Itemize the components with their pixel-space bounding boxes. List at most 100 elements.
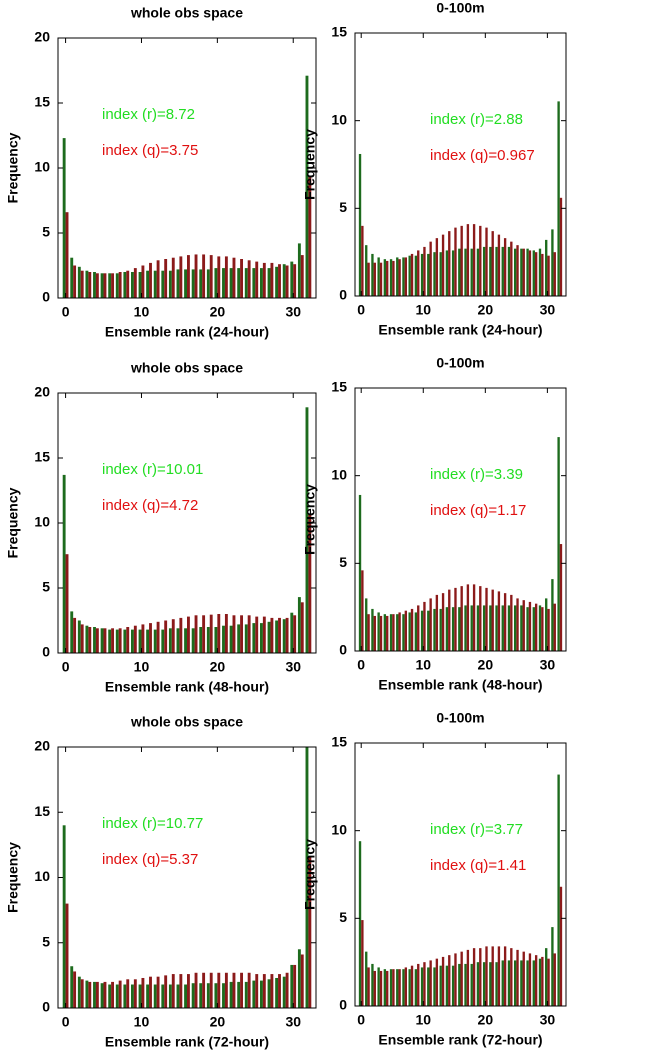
bar (379, 262, 383, 296)
annotation: index (r)=3.77 (430, 821, 523, 838)
bar (398, 612, 401, 651)
y-tick-label: 0 (42, 999, 50, 1015)
bar (482, 246, 486, 296)
x-tick-label: 30 (285, 304, 301, 320)
bar (184, 628, 187, 653)
bar (123, 629, 127, 653)
bar (404, 610, 408, 651)
bar (138, 629, 142, 653)
bar (73, 265, 77, 298)
bar (522, 951, 525, 1006)
bar (275, 620, 279, 653)
bar (141, 265, 145, 298)
bar (187, 616, 190, 653)
chart-title: whole obs space (130, 360, 243, 376)
bar (244, 624, 248, 653)
bar (111, 981, 115, 1008)
bar (377, 612, 380, 651)
bar (538, 605, 542, 651)
bar (262, 974, 266, 1008)
bar (545, 239, 548, 296)
bar (408, 969, 411, 1006)
bar (285, 265, 289, 298)
bar (417, 963, 420, 1006)
bar (115, 273, 119, 298)
bar (414, 612, 418, 651)
bar (528, 601, 532, 651)
bar (441, 593, 445, 651)
bar (209, 255, 213, 298)
bar (526, 607, 529, 651)
bar (522, 248, 525, 296)
bar (240, 615, 244, 653)
bar (202, 615, 206, 653)
bar (171, 619, 175, 653)
bar (460, 225, 463, 296)
bar (433, 252, 436, 296)
bar (153, 270, 157, 298)
bar (290, 612, 294, 653)
bar (417, 250, 420, 296)
bar (534, 955, 538, 1006)
bar (377, 967, 380, 1006)
bar (389, 614, 393, 651)
bar (65, 554, 69, 653)
bar (545, 948, 548, 1006)
bar (293, 264, 297, 298)
x-tick-label: 30 (285, 659, 301, 675)
x-tick-label: 10 (415, 302, 431, 318)
bar (146, 270, 150, 298)
bar (275, 266, 279, 298)
bar (62, 138, 66, 298)
bar (485, 946, 488, 1006)
bar (95, 981, 99, 1008)
annotation: index (q)=4.72 (102, 497, 198, 514)
bar (458, 248, 461, 296)
bar (528, 250, 532, 296)
bar (427, 967, 430, 1006)
bar (526, 248, 529, 296)
bar (472, 584, 476, 651)
bar (247, 260, 251, 298)
y-tick-label: 10 (34, 868, 50, 884)
bar (77, 620, 81, 653)
bar (532, 960, 535, 1006)
x-axis-label: Ensemble rank (48-hour) (378, 677, 542, 693)
bar (206, 983, 210, 1008)
annotation: index (r)=2.88 (430, 111, 523, 128)
bar (367, 262, 370, 296)
bar (146, 629, 150, 653)
x-tick-label: 10 (134, 1014, 150, 1030)
bar (551, 579, 554, 651)
bar (358, 494, 362, 651)
bar (156, 260, 160, 298)
bar (458, 607, 461, 651)
bar (371, 963, 374, 1006)
bar (199, 983, 203, 1008)
bar (503, 946, 507, 1006)
bar (414, 969, 418, 1006)
x-tick-label: 0 (62, 304, 70, 320)
bar (448, 955, 451, 1006)
bar (553, 252, 556, 296)
bar (445, 965, 449, 1006)
y-axis-label: Frequency (5, 842, 21, 913)
y-axis-label: Frequency (302, 839, 318, 910)
bar (532, 607, 535, 651)
bar (118, 980, 122, 1008)
bar (479, 225, 482, 296)
bar (255, 261, 259, 298)
bar (222, 625, 225, 653)
bar (244, 981, 248, 1008)
bar (423, 246, 426, 296)
bar (396, 614, 399, 651)
bar (532, 250, 535, 296)
bar (206, 627, 210, 653)
bar (410, 253, 414, 296)
bar (259, 268, 263, 298)
bar (123, 272, 127, 298)
bar (489, 246, 492, 296)
bar (466, 584, 470, 651)
axes-frame (354, 742, 567, 1007)
bar (270, 262, 274, 298)
